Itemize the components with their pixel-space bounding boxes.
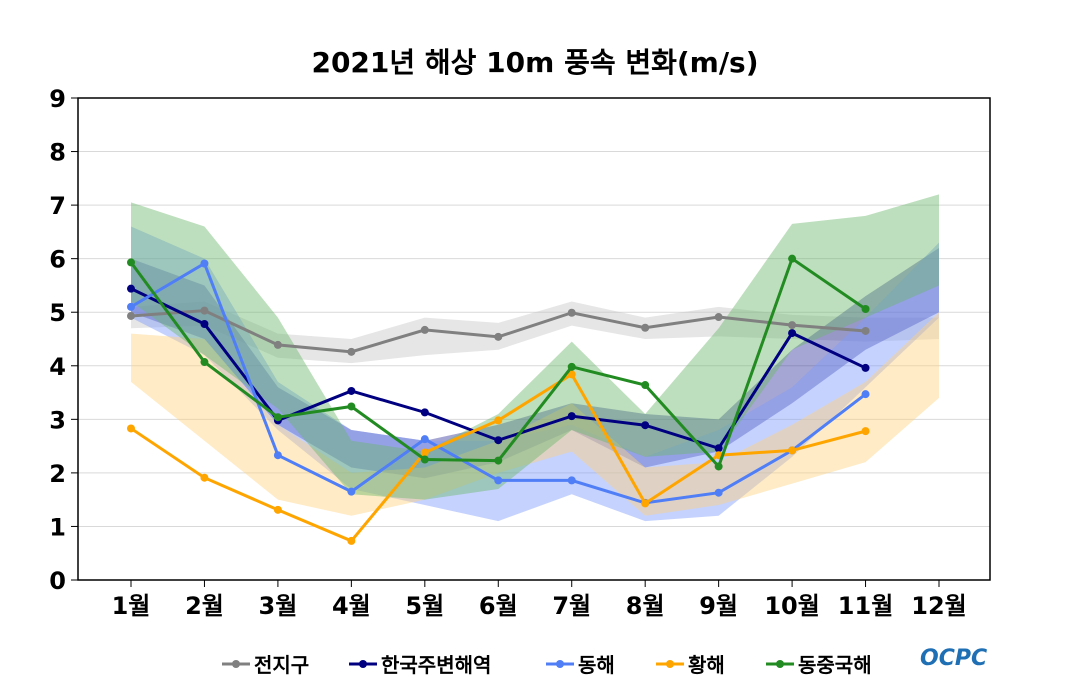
legend-marker	[232, 660, 240, 668]
data-point	[200, 259, 209, 268]
data-point	[347, 347, 356, 356]
x-tick-label: 11월	[838, 592, 893, 620]
data-point	[127, 302, 135, 311]
y-tick-label: 0	[49, 567, 66, 595]
x-tick-label: 4월	[332, 592, 371, 620]
data-point	[641, 323, 650, 332]
data-point	[567, 308, 576, 317]
ocpc-logo: OCPC	[920, 646, 987, 671]
data-point	[200, 306, 209, 315]
legend-label: 동중국해	[798, 653, 872, 677]
data-point	[714, 313, 723, 322]
data-point	[273, 340, 282, 349]
data-point	[347, 536, 356, 545]
y-axis: 0 1 2 3 4 5 6 7 8 9	[49, 85, 78, 595]
data-point	[567, 412, 576, 421]
data-point	[494, 456, 503, 465]
data-point	[567, 476, 576, 485]
data-point	[347, 487, 356, 496]
data-point	[127, 258, 135, 267]
x-tick-label: 10월	[764, 592, 819, 620]
y-tick-label: 2	[49, 460, 66, 488]
data-point	[714, 444, 723, 453]
x-tick-label: 1월	[112, 592, 151, 620]
data-point	[273, 413, 282, 422]
data-point	[127, 424, 135, 433]
data-point	[788, 329, 797, 338]
data-point	[273, 505, 282, 514]
y-tick-label: 5	[49, 299, 66, 327]
bands	[131, 194, 939, 522]
legend-marker	[776, 660, 784, 668]
data-point	[347, 386, 356, 395]
y-tick-label: 1	[49, 513, 66, 541]
legend: 전지구 한국주변해역 동해 황해 동중국해	[222, 653, 872, 677]
data-point	[273, 451, 282, 460]
data-point	[861, 427, 870, 436]
x-tick-label: 3월	[259, 592, 298, 620]
data-point	[200, 473, 209, 482]
data-point	[714, 488, 723, 497]
x-axis: 1월 2월 3월 4월 5월 6월 7월 8월 9월 10월 11월 12월	[112, 580, 967, 620]
data-point	[200, 320, 209, 329]
y-tick-label: 3	[49, 406, 66, 434]
data-point	[494, 436, 503, 445]
plot-frame	[77, 97, 991, 581]
data-point	[420, 408, 429, 417]
data-point	[420, 435, 429, 444]
data-point	[788, 321, 797, 330]
x-tick-label: 8월	[626, 592, 665, 620]
y-tick-label: 7	[49, 192, 66, 220]
legend-marker	[666, 660, 674, 668]
data-point	[494, 332, 503, 341]
data-point	[567, 362, 576, 371]
legend-label: 동해	[578, 653, 615, 677]
legend-label: 한국주변해역	[381, 653, 491, 677]
legend-label: 전지구	[254, 653, 309, 677]
x-tick-label: 2월	[185, 592, 224, 620]
legend-label: 황해	[688, 653, 725, 677]
chart-title: 2021년 해상 10m 풍속 변화(m/s)	[311, 46, 758, 79]
data-point	[641, 499, 650, 508]
y-tick-label: 8	[49, 139, 66, 167]
y-tick-label: 6	[49, 246, 66, 274]
x-tick-label: 7월	[552, 592, 591, 620]
band-0	[131, 301, 939, 364]
data-point	[420, 448, 429, 457]
data-point	[861, 305, 870, 314]
data-point	[200, 358, 209, 367]
data-point	[567, 370, 576, 379]
data-point	[788, 446, 797, 455]
data-point	[861, 326, 870, 335]
band-2	[131, 226, 939, 522]
data-point	[641, 421, 650, 430]
data-point	[641, 381, 650, 390]
data-point	[347, 402, 356, 411]
x-tick-label: 5월	[405, 592, 444, 620]
legend-marker	[556, 660, 564, 668]
gridlines	[78, 151, 990, 527]
x-tick-label: 9월	[699, 592, 738, 620]
data-point	[788, 254, 797, 263]
legend-marker	[359, 660, 367, 668]
data-point	[861, 363, 870, 372]
band-3	[131, 312, 939, 516]
data-point	[494, 476, 503, 485]
data-point	[420, 325, 429, 334]
x-tick-label: 6월	[479, 592, 518, 620]
x-tick-label: 12월	[911, 592, 966, 620]
y-tick-label: 4	[49, 353, 66, 381]
data-point	[420, 455, 429, 464]
data-point	[127, 311, 135, 320]
series-lines	[127, 254, 870, 545]
data-point	[861, 390, 870, 399]
data-point	[714, 462, 723, 471]
data-point	[127, 284, 135, 293]
band-4	[131, 194, 939, 500]
y-tick-label: 9	[49, 85, 66, 113]
data-point	[494, 416, 503, 425]
